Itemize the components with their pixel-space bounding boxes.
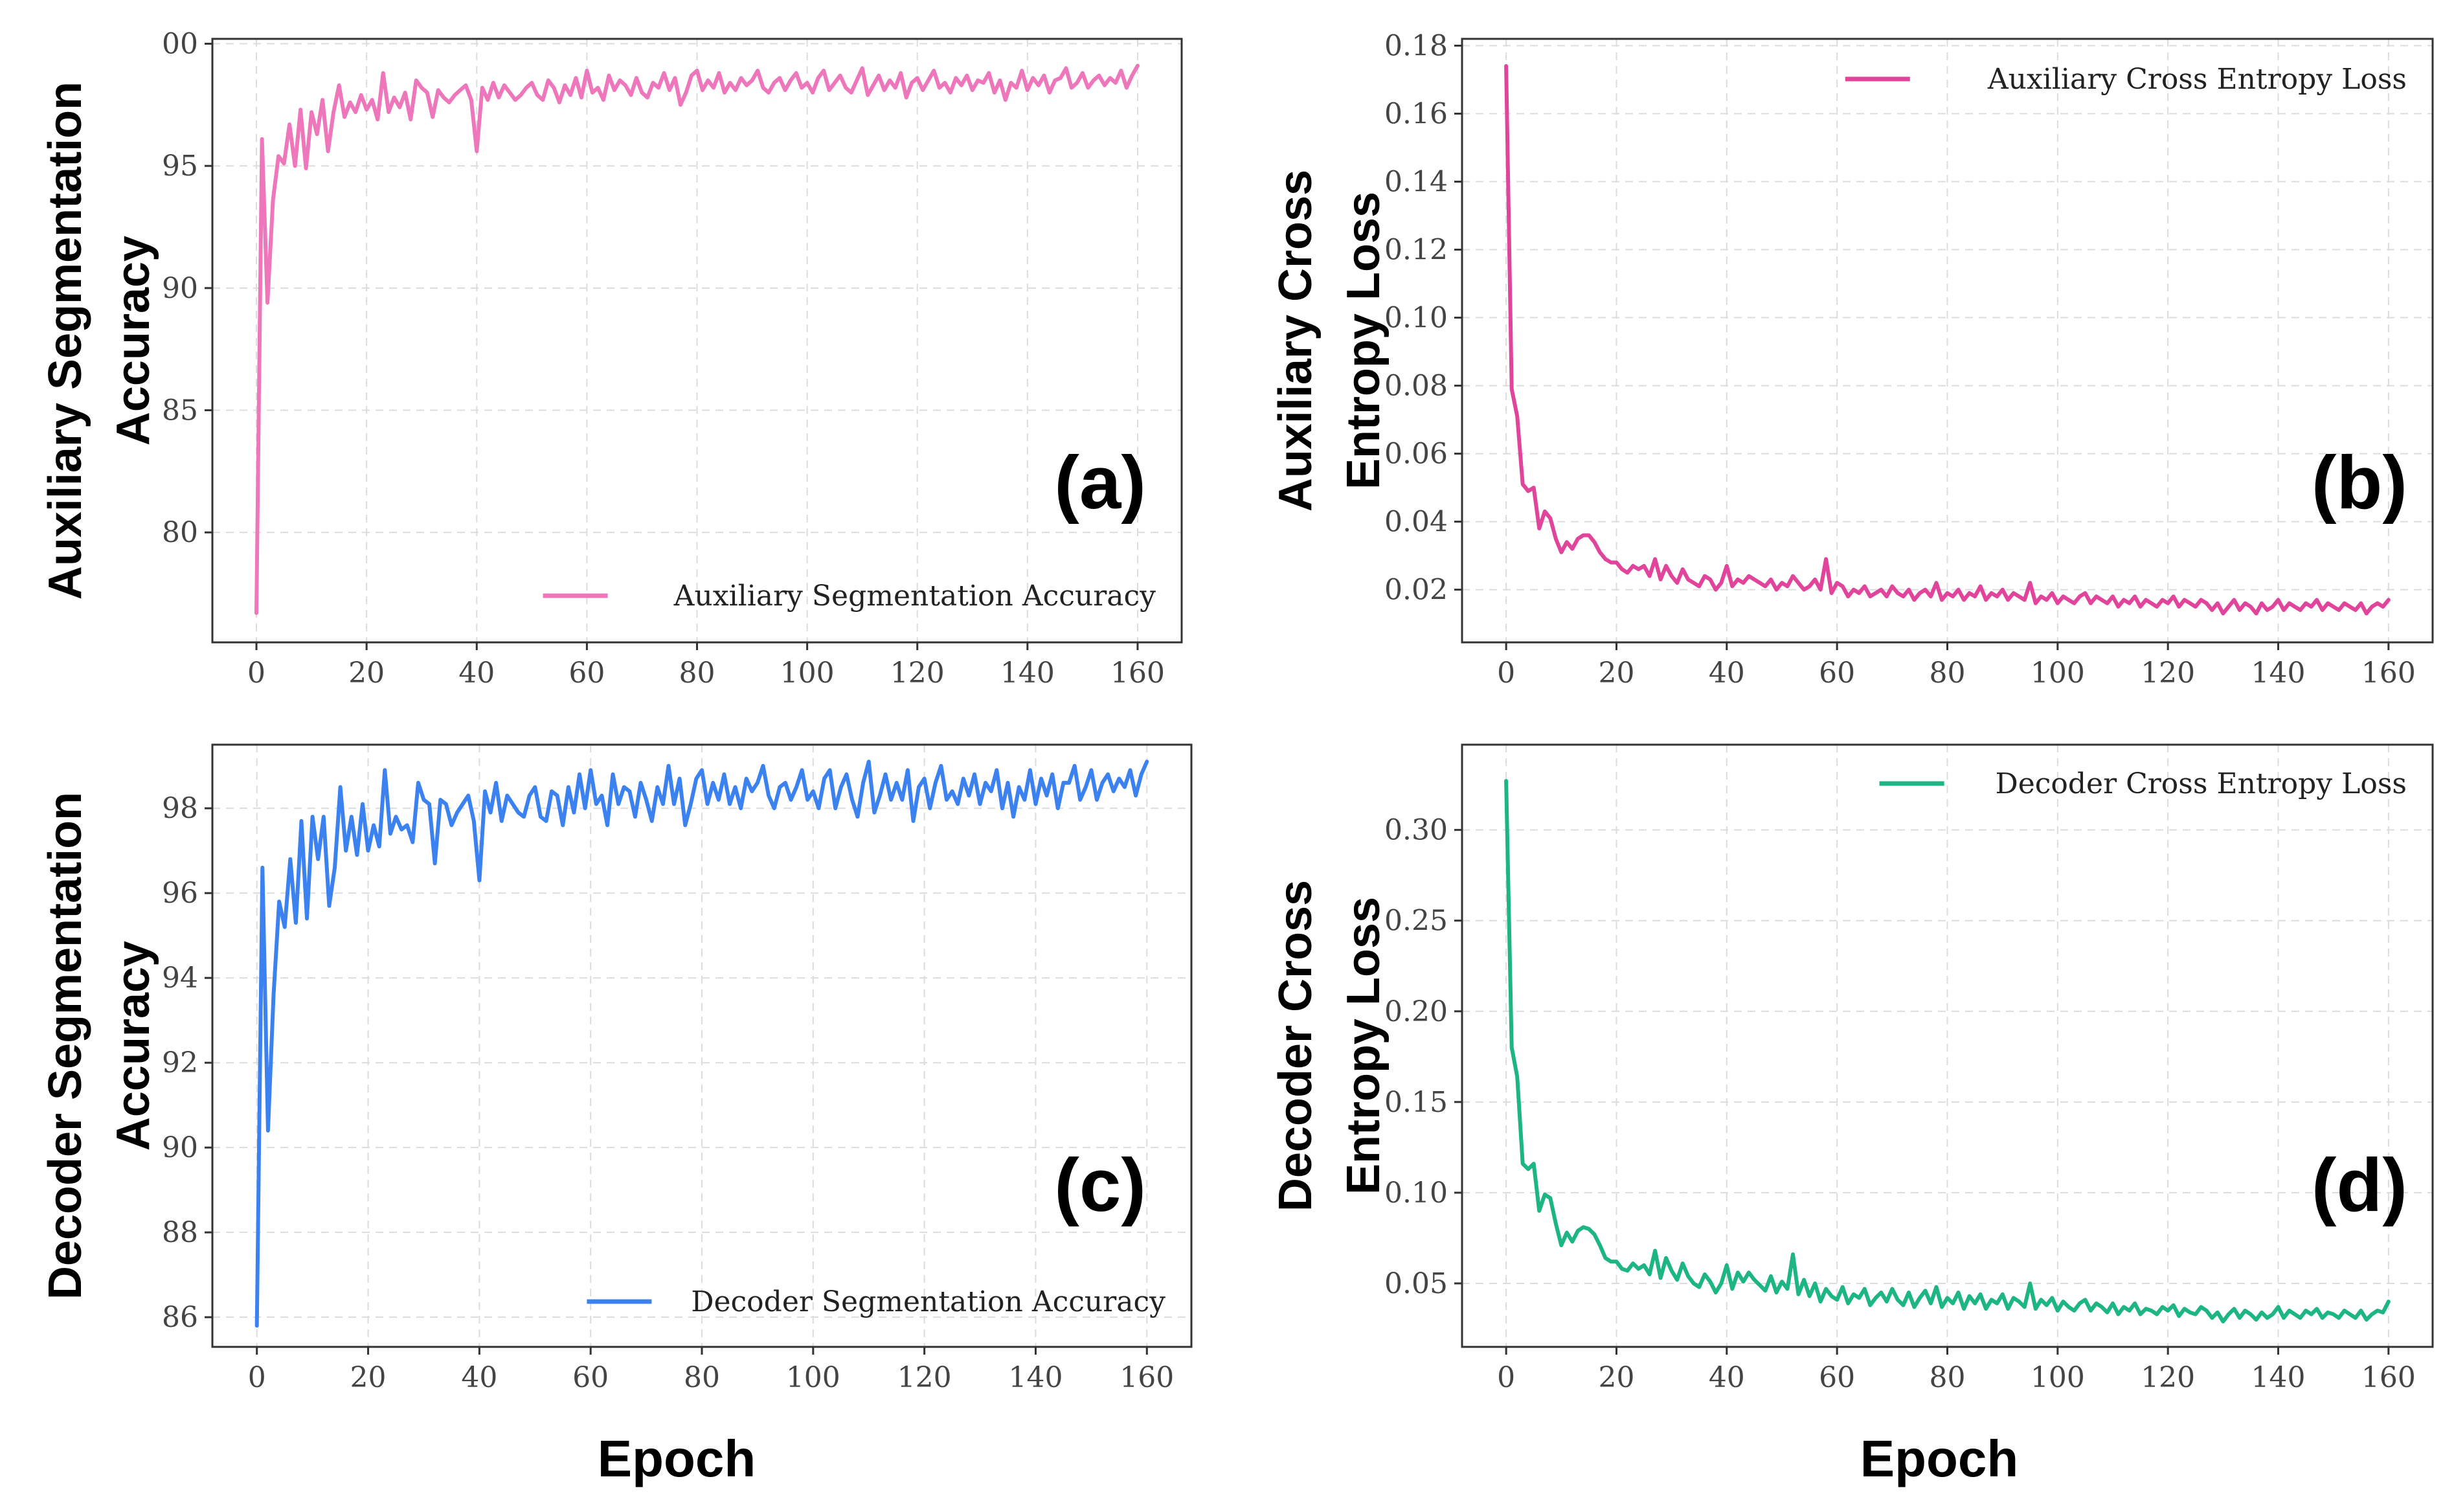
x-axis-label: Epoch	[598, 1430, 756, 1487]
y-axis-label: Decoder Segmentation	[39, 792, 91, 1300]
panel-letter: (b)	[2312, 440, 2407, 525]
y-tick-label: 0.06	[1384, 438, 1448, 471]
y-tick-label: 0.14	[1384, 166, 1448, 199]
x-tick-label: 160	[2361, 1361, 2416, 1394]
x-tick-label: 0	[1497, 1361, 1515, 1394]
y-tick-label: 0.16	[1384, 98, 1448, 131]
y-tick-label: 96	[162, 877, 198, 910]
panel-letter: (a)	[1054, 440, 1146, 525]
y-tick-label: 0.10	[1384, 302, 1448, 335]
x-tick-label: 60	[572, 1361, 609, 1394]
x-tick-label: 140	[2251, 657, 2306, 690]
y-tick-label: 0.25	[1384, 905, 1448, 938]
x-tick-label: 120	[890, 657, 945, 690]
y-tick-label: 0.04	[1384, 506, 1448, 539]
x-tick-label: 120	[2141, 1361, 2195, 1394]
x-tick-label: 20	[1598, 1361, 1634, 1394]
legend-label: Decoder Cross Entropy Loss	[1995, 767, 2407, 800]
x-tick-label: 40	[458, 657, 495, 690]
y-tick-label: 0.18	[1384, 30, 1448, 63]
x-tick-label: 80	[684, 1361, 720, 1394]
y-tick-label: 0.12	[1384, 234, 1448, 267]
y-tick-label: 95	[162, 150, 198, 183]
x-tick-label: 40	[461, 1361, 497, 1394]
y-tick-label: 0.08	[1384, 370, 1448, 403]
y-tick-label: 0.30	[1384, 814, 1448, 847]
y-tick-label: 94	[162, 962, 198, 995]
x-tick-label: 120	[897, 1361, 952, 1394]
x-tick-label: 40	[1709, 657, 1745, 690]
x-tick-label: 60	[1819, 1361, 1855, 1394]
x-tick-label: 60	[1819, 657, 1855, 690]
legend-label: Auxiliary Segmentation Accuracy	[673, 580, 1156, 613]
x-tick-label: 160	[1110, 657, 1165, 690]
y-tick-label: 0.20	[1384, 995, 1448, 1028]
y-tick-label: 0.02	[1384, 574, 1448, 607]
x-tick-label: 60	[568, 657, 605, 690]
x-tick-label: 80	[1930, 1361, 1966, 1394]
x-tick-label: 0	[247, 657, 265, 690]
y-tick-label: 85	[162, 394, 198, 427]
y-tick-label: 88	[162, 1216, 198, 1249]
series-line	[254, 63, 1140, 615]
panel-letter: (d)	[2312, 1143, 2407, 1227]
x-tick-label: 80	[679, 657, 715, 690]
x-tick-label: 100	[780, 657, 835, 690]
series-line	[1504, 779, 2391, 1324]
y-tick-label: 0.05	[1384, 1267, 1448, 1300]
y-tick-label: 90	[162, 272, 198, 305]
x-tick-label: 20	[348, 657, 385, 690]
y-tick-label: 98	[162, 792, 198, 825]
y-tick-label: 86	[162, 1301, 198, 1334]
x-tick-label: 0	[248, 1361, 266, 1394]
legend-label: Decoder Segmentation Accuracy	[691, 1285, 1165, 1318]
x-tick-label: 140	[1000, 657, 1055, 690]
y-tick-label: 0.10	[1384, 1177, 1448, 1210]
y-axis-label: Accuracy	[107, 941, 159, 1151]
x-tick-label: 160	[1120, 1361, 1174, 1394]
x-tick-label: 120	[2141, 657, 2195, 690]
x-axis-label: Epoch	[1860, 1430, 2018, 1487]
y-tick-label: 90	[162, 1131, 198, 1164]
x-tick-label: 20	[350, 1361, 387, 1394]
legend-label: Auxiliary Cross Entropy Loss	[1987, 63, 2407, 96]
series-line	[254, 760, 1149, 1328]
y-axis-label: Entropy Loss	[1338, 897, 1390, 1195]
x-tick-label: 20	[1598, 657, 1634, 690]
x-tick-label: 40	[1709, 1361, 1745, 1394]
panel-letter: (c)	[1054, 1143, 1146, 1227]
x-tick-label: 0	[1497, 657, 1515, 690]
x-tick-label: 160	[2361, 657, 2416, 690]
x-tick-label: 140	[1008, 1361, 1063, 1394]
x-tick-label: 80	[1930, 657, 1966, 690]
y-axis-label: Decoder Cross	[1270, 880, 1322, 1212]
y-axis-label: Auxiliary Segmentation	[39, 82, 91, 600]
panel-a-aux-seg-accuracy: 0 20 40 60 80 100 120 140 160 80 85 90 95 00 Auxiliary…	[39, 28, 1183, 690]
x-tick-label: 100	[2031, 1361, 2085, 1394]
panel-d-dec-ce-loss: 0 20 40 60 80 100 120 140 160 0.05 0.10 0.15 0.20 0.2…	[1270, 743, 2434, 1487]
y-tick-label: 80	[162, 516, 198, 549]
y-axis-label: Accuracy	[107, 236, 159, 446]
panel-b-aux-ce-loss: 0 20 40 60 80 100 120 140 160 0.02 0.04 0.06 0.08 0.1…	[1270, 30, 2434, 690]
y-tick-label: 92	[162, 1046, 198, 1079]
x-tick-label: 100	[786, 1361, 840, 1394]
y-axis-label: Auxiliary Cross	[1270, 170, 1322, 512]
y-tick-label: 0.15	[1384, 1086, 1448, 1119]
panel-c-dec-seg-accuracy: 0 20 40 60 80 100 120 140 160 86 88 90 92 94 96 98 Decod…	[39, 743, 1193, 1487]
y-axis-label: Entropy Loss	[1338, 192, 1390, 490]
x-tick-label: 140	[2251, 1361, 2306, 1394]
series-line	[1504, 64, 2391, 616]
y-tick-label: 00	[162, 28, 198, 61]
x-tick-label: 100	[2031, 657, 2085, 690]
